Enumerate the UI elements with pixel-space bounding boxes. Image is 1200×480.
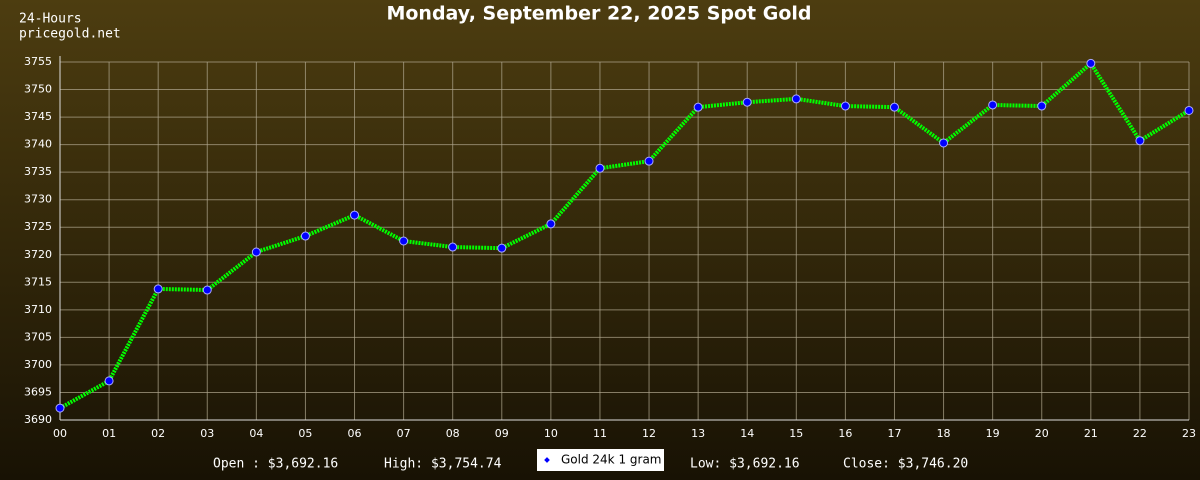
y-tick-label: 3720 — [24, 248, 52, 261]
y-tick-label: 3700 — [24, 358, 52, 371]
data-point — [644, 156, 654, 166]
y-tick-label: 3750 — [24, 83, 52, 96]
y-tick-label: 3735 — [24, 165, 52, 178]
x-tick-label: 18 — [937, 427, 951, 440]
x-tick-label: 05 — [298, 427, 312, 440]
summary-stat: High: $3,754.74 — [384, 457, 502, 472]
x-tick-label: 07 — [397, 427, 411, 440]
data-point — [595, 163, 605, 173]
y-tick-label: 3725 — [24, 220, 52, 233]
x-tick-label: 14 — [740, 427, 754, 440]
corner-text: 24-Hours — [19, 12, 82, 27]
x-tick-label: 00 — [53, 427, 67, 440]
y-tick-label: 3730 — [24, 193, 52, 206]
corner-text: pricegold.net — [19, 27, 121, 42]
data-point — [104, 376, 114, 386]
data-point — [1184, 105, 1194, 115]
data-point — [399, 236, 409, 246]
x-tick-label: 22 — [1133, 427, 1147, 440]
x-tick-label: 01 — [102, 427, 116, 440]
data-point — [742, 97, 752, 107]
data-point — [1037, 101, 1047, 111]
x-tick-label: 11 — [593, 427, 607, 440]
y-tick-label: 3695 — [24, 385, 52, 398]
x-tick-label: 13 — [691, 427, 705, 440]
y-tick-label: 3755 — [24, 55, 52, 68]
data-point — [350, 210, 360, 220]
data-point — [251, 247, 261, 257]
series-line — [59, 60, 1191, 410]
x-tick-label: 19 — [986, 427, 1000, 440]
summary-stat: Close: $3,746.20 — [843, 457, 968, 472]
y-tick-label: 3745 — [24, 110, 52, 123]
y-tick-label: 3740 — [24, 138, 52, 151]
x-tick-label: 21 — [1084, 427, 1098, 440]
data-point — [1086, 58, 1096, 68]
chart-title: Monday, September 22, 2025 Spot Gold — [386, 3, 811, 25]
x-tick-label: 16 — [838, 427, 852, 440]
x-tick-label: 15 — [789, 427, 803, 440]
data-point — [300, 231, 310, 241]
x-tick-label: 06 — [348, 427, 362, 440]
data-point — [497, 243, 507, 253]
legend-label: Gold 24k 1 gram — [561, 453, 661, 467]
x-tick-label: 10 — [544, 427, 558, 440]
data-point — [546, 219, 556, 229]
data-point — [448, 242, 458, 252]
y-tick-label: 3715 — [24, 275, 52, 288]
y-tick-label: 3690 — [24, 413, 52, 426]
data-point — [55, 403, 65, 413]
data-point — [693, 102, 703, 112]
data-point — [791, 94, 801, 104]
legend-box — [537, 449, 664, 471]
x-tick-label: 17 — [887, 427, 901, 440]
summary-stat: Low: $3,692.16 — [690, 457, 800, 472]
x-tick-label: 20 — [1035, 427, 1049, 440]
data-point — [939, 138, 949, 148]
x-tick-label: 08 — [446, 427, 460, 440]
summary-stat: Open : $3,692.16 — [213, 457, 338, 472]
x-tick-label: 09 — [495, 427, 509, 440]
legend: Gold 24k 1 gram — [537, 449, 664, 471]
x-tick-label: 23 — [1182, 427, 1196, 440]
y-tick-label: 3710 — [24, 303, 52, 316]
x-tick-label: 12 — [642, 427, 656, 440]
x-tick-label: 03 — [200, 427, 214, 440]
data-point — [840, 101, 850, 111]
x-tick-label: 04 — [249, 427, 263, 440]
y-tick-label: 3705 — [24, 330, 52, 343]
data-point — [889, 102, 899, 112]
data-point — [988, 100, 998, 110]
data-point — [1135, 136, 1145, 146]
data-point — [153, 284, 163, 294]
legend-marker — [544, 457, 550, 463]
data-point — [202, 285, 212, 295]
x-tick-label: 02 — [151, 427, 165, 440]
